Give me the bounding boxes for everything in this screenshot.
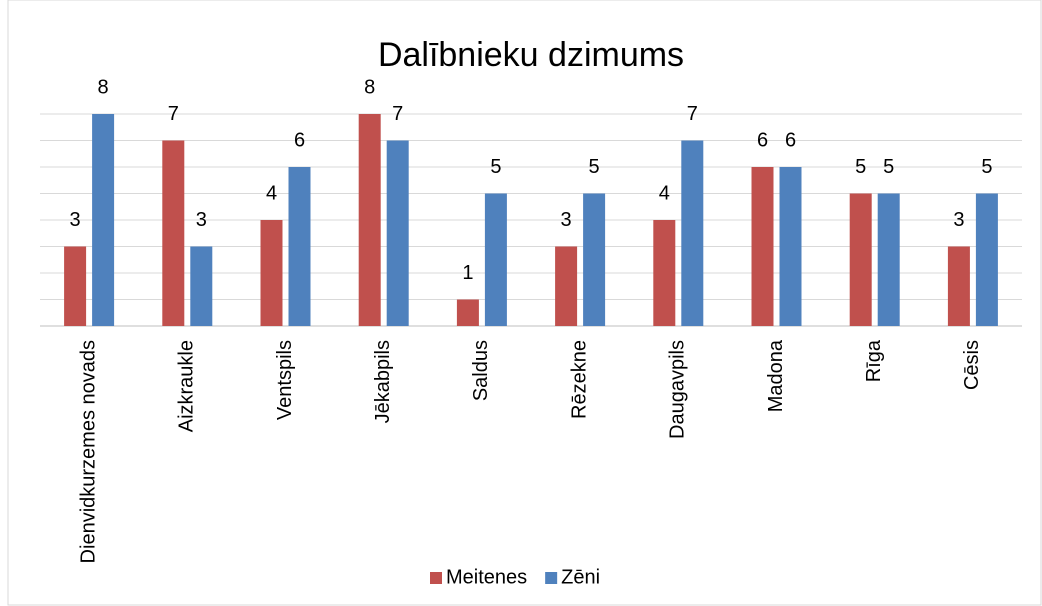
bar [358, 114, 381, 326]
data-label: 5 [855, 156, 866, 178]
data-label: 6 [757, 129, 768, 151]
data-label: 3 [953, 209, 964, 231]
bar [92, 114, 115, 326]
bar [288, 167, 311, 326]
data-label: 3 [196, 209, 207, 231]
chart-title: Dalībnieku dzimums [378, 36, 684, 74]
x-tick-label: Rēzekne [568, 340, 590, 419]
data-label: 6 [785, 129, 796, 151]
bar [975, 193, 998, 326]
data-label: 4 [659, 182, 670, 204]
data-label: 5 [981, 156, 992, 178]
bar [456, 299, 479, 326]
x-tick-label: Rīga [863, 339, 885, 382]
bar [555, 246, 578, 326]
bar [260, 220, 283, 326]
data-label: 7 [392, 103, 403, 125]
legend-label: Meitenes [446, 566, 527, 588]
legend-swatch [430, 572, 442, 584]
data-label: 5 [883, 156, 894, 178]
data-label: 7 [168, 103, 179, 125]
legend-label: Zēni [561, 566, 600, 588]
bar [877, 193, 900, 326]
x-tick-label: Saldus [470, 340, 492, 401]
x-tick-label: Dienvidkurzemes novads [77, 340, 99, 563]
data-label: 6 [294, 129, 305, 151]
bar [190, 246, 213, 326]
bar [162, 140, 185, 326]
x-tick-label: Cēsis [961, 340, 983, 390]
data-label: 7 [687, 103, 698, 125]
bar [64, 246, 87, 326]
data-label: 4 [266, 182, 277, 204]
data-label: 5 [490, 156, 501, 178]
data-label: 8 [364, 76, 375, 98]
bar [947, 246, 970, 326]
bar [779, 167, 802, 326]
x-tick-label: Madona [765, 339, 787, 412]
x-tick-label: Jēkabpils [372, 340, 394, 423]
bar [751, 167, 774, 326]
data-label: 5 [589, 156, 600, 178]
bar [484, 193, 507, 326]
x-tick-label: Daugavpils [667, 340, 689, 439]
bar [681, 140, 704, 326]
bar [386, 140, 409, 326]
bar [849, 193, 872, 326]
data-label: 3 [561, 209, 572, 231]
data-label: 8 [98, 76, 109, 98]
data-label: 3 [70, 209, 81, 231]
x-tick-label: Ventspils [274, 340, 296, 420]
legend-swatch [545, 572, 558, 584]
x-tick-label: Aizkraukle [176, 340, 198, 432]
data-label: 1 [462, 262, 473, 284]
bar [653, 220, 676, 326]
bar [583, 193, 606, 326]
